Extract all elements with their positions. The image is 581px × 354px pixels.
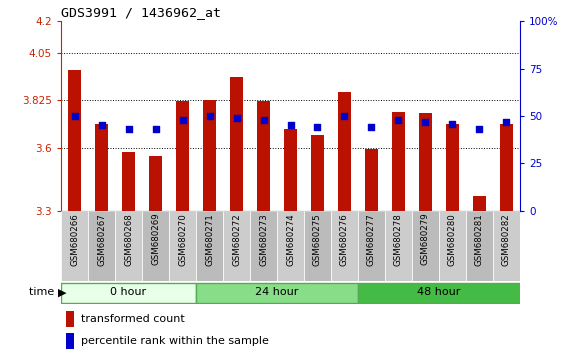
Point (151, 126, 160, 132)
Text: ▶: ▶ (58, 287, 67, 297)
Text: GSM680282: GSM680282 (502, 213, 511, 266)
Bar (203, 100, 216, 211)
Point (259, 117, 268, 122)
Point (178, 117, 187, 122)
Bar (257, 101, 270, 211)
Bar (284, 129, 297, 211)
Point (448, 121, 457, 126)
Bar (493, 211, 520, 281)
Bar (196, 282, 358, 303)
Text: GSM680275: GSM680275 (313, 213, 322, 266)
Text: GSM680272: GSM680272 (232, 213, 241, 266)
Text: GSM680267: GSM680267 (97, 213, 106, 266)
Text: percentile rank within the sample: percentile rank within the sample (81, 336, 268, 346)
Bar (304, 211, 331, 281)
Bar (446, 124, 459, 211)
Bar (61, 282, 196, 303)
Point (232, 115, 241, 121)
Bar (500, 124, 513, 211)
Text: GSM680277: GSM680277 (367, 213, 376, 266)
Bar (358, 282, 520, 303)
Text: GSM680279: GSM680279 (421, 213, 430, 266)
Bar (115, 211, 142, 281)
Bar (95, 124, 108, 211)
Bar (142, 211, 169, 281)
Text: GSM680266: GSM680266 (70, 213, 79, 266)
Bar (412, 211, 439, 281)
Point (475, 126, 484, 132)
Text: GDS3991 / 1436962_at: GDS3991 / 1436962_at (61, 6, 221, 19)
Text: transformed count: transformed count (81, 314, 185, 324)
Point (340, 113, 349, 119)
Point (421, 119, 430, 125)
Bar (66, 311, 74, 327)
Text: GSM680281: GSM680281 (475, 213, 484, 266)
Point (124, 126, 133, 132)
Bar (250, 211, 277, 281)
Text: GSM680278: GSM680278 (394, 213, 403, 266)
Text: 48 hour: 48 hour (417, 287, 461, 297)
Bar (439, 211, 466, 281)
Bar (473, 196, 486, 211)
Bar (68, 70, 81, 211)
Text: GSM680270: GSM680270 (178, 213, 187, 266)
Text: GSM680276: GSM680276 (340, 213, 349, 266)
Point (70, 113, 79, 119)
Bar (66, 333, 74, 349)
Bar (175, 101, 189, 211)
Bar (311, 135, 324, 211)
Bar (169, 211, 196, 281)
Text: GSM680280: GSM680280 (448, 213, 457, 266)
Bar (358, 211, 385, 281)
Bar (466, 211, 493, 281)
Point (367, 125, 376, 130)
Point (205, 113, 214, 119)
Bar (331, 211, 358, 281)
Text: 0 hour: 0 hour (110, 287, 146, 297)
Point (502, 119, 511, 125)
Bar (419, 113, 432, 211)
Bar (277, 211, 304, 281)
Bar (365, 149, 378, 211)
Text: GSM680268: GSM680268 (124, 213, 133, 266)
Text: time: time (30, 287, 58, 297)
Point (394, 117, 403, 122)
Bar (338, 92, 352, 211)
Bar (392, 112, 406, 211)
Point (286, 122, 295, 128)
Bar (61, 211, 88, 281)
Bar (149, 156, 162, 211)
Bar (229, 77, 243, 211)
Point (313, 125, 322, 130)
Text: GSM680271: GSM680271 (205, 213, 214, 266)
Text: GSM680273: GSM680273 (259, 213, 268, 266)
Bar (196, 211, 223, 281)
Bar (385, 211, 412, 281)
Text: 24 hour: 24 hour (255, 287, 299, 297)
Bar (223, 211, 250, 281)
Text: GSM680269: GSM680269 (151, 213, 160, 266)
Bar (122, 152, 135, 211)
Text: GSM680274: GSM680274 (286, 213, 295, 266)
Bar (88, 211, 115, 281)
Point (97, 122, 106, 128)
